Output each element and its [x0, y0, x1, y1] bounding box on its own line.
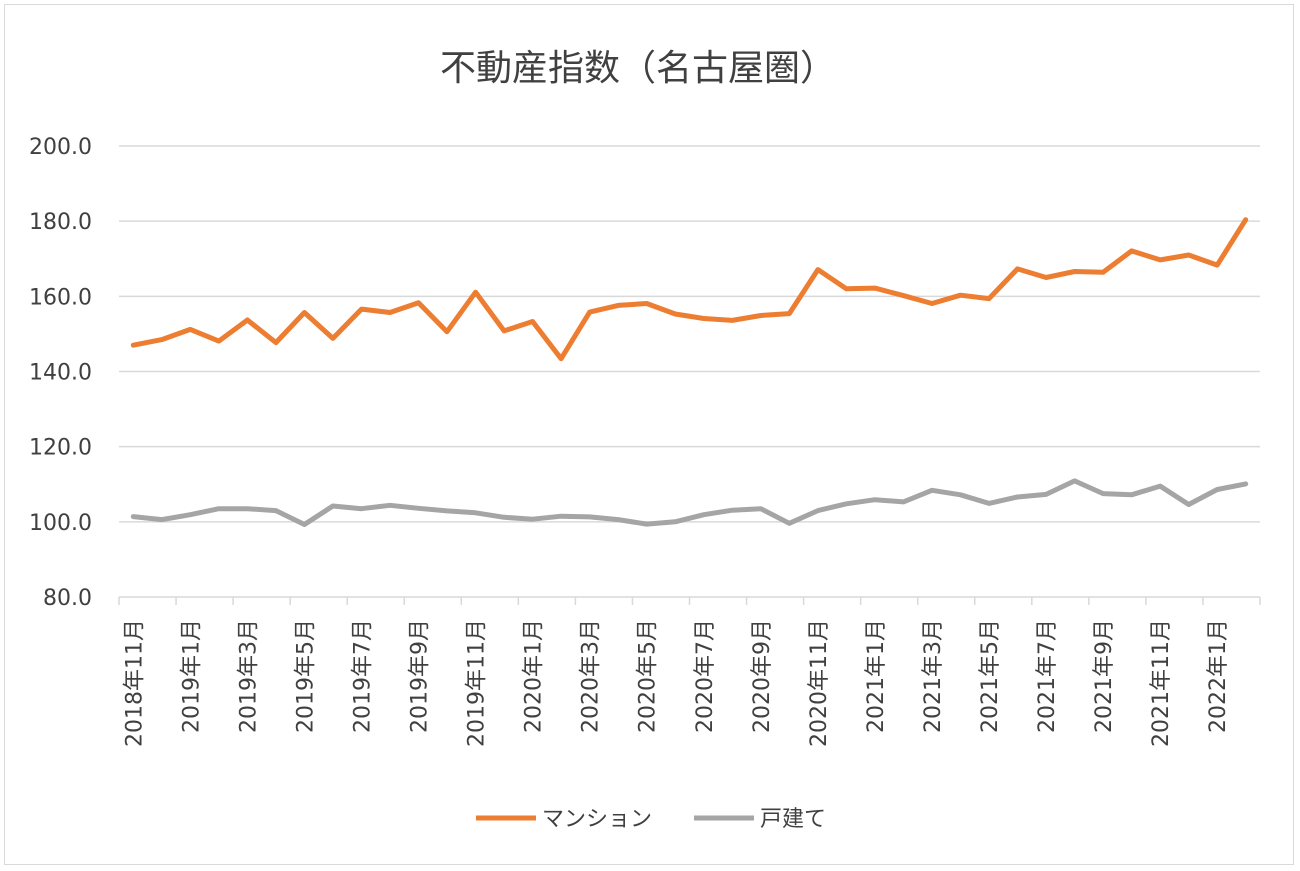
series-line-1: [130, 217, 1249, 362]
x-tick-label: 2019年3月: [236, 619, 261, 733]
x-tick-label: 2019年11月: [465, 619, 490, 747]
legend-label: マンション: [542, 807, 652, 832]
y-tick-label: 100.0: [29, 511, 92, 536]
legend-label: 戸建て: [760, 807, 826, 832]
x-tick-label: 2021年1月: [864, 619, 889, 733]
x-tick-label: 2021年11月: [1149, 619, 1174, 747]
y-axis-tick-labels: 80.0 100.0 120.0 140.0 160.0 180.0 200.0: [29, 135, 92, 611]
legend: マンション 戸建て: [476, 807, 826, 832]
x-tick-label: 2020年7月: [693, 619, 718, 733]
x-tick-label: 2019年7月: [350, 619, 375, 733]
x-tick-label: 2020年9月: [750, 619, 775, 733]
y-tick-label: 180.0: [29, 210, 92, 235]
x-axis: [118, 596, 1261, 605]
gridlines: [119, 145, 1260, 523]
x-tick-label: 2021年3月: [921, 619, 946, 733]
x-tick-label: 2022年1月: [1206, 619, 1231, 733]
y-tick-label: 160.0: [29, 285, 92, 310]
chart-title: 不動産指数（名古屋圏）: [440, 48, 836, 89]
x-tick-label: 2021年7月: [1035, 619, 1060, 733]
chart-frame: [4, 4, 1294, 865]
x-tick-label: 2019年9月: [408, 619, 433, 733]
y-tick-label: 140.0: [29, 361, 92, 386]
x-tick-label: 2020年5月: [636, 619, 661, 733]
x-tick-label: 2020年11月: [807, 619, 832, 747]
series-line-2: [130, 478, 1249, 527]
x-tick-label: 2021年9月: [1092, 619, 1117, 733]
x-tick-label: 2019年1月: [179, 619, 204, 733]
x-tick-label: 2018年11月: [122, 619, 147, 747]
y-tick-label: 120.0: [29, 436, 92, 461]
x-tick-label: 2021年5月: [978, 619, 1003, 733]
y-tick-label: 80.0: [43, 586, 92, 611]
x-tick-label: 2020年3月: [579, 619, 604, 733]
x-axis-tick-labels: 2018年11月 2019年1月 2019年3月 2019年5月 2019年7月 2019…: [122, 619, 1231, 747]
x-tick-label: 2020年1月: [522, 619, 547, 733]
x-tick-label: 2019年5月: [293, 619, 318, 733]
y-tick-label: 200.0: [29, 135, 92, 160]
series-lines: [130, 217, 1249, 527]
